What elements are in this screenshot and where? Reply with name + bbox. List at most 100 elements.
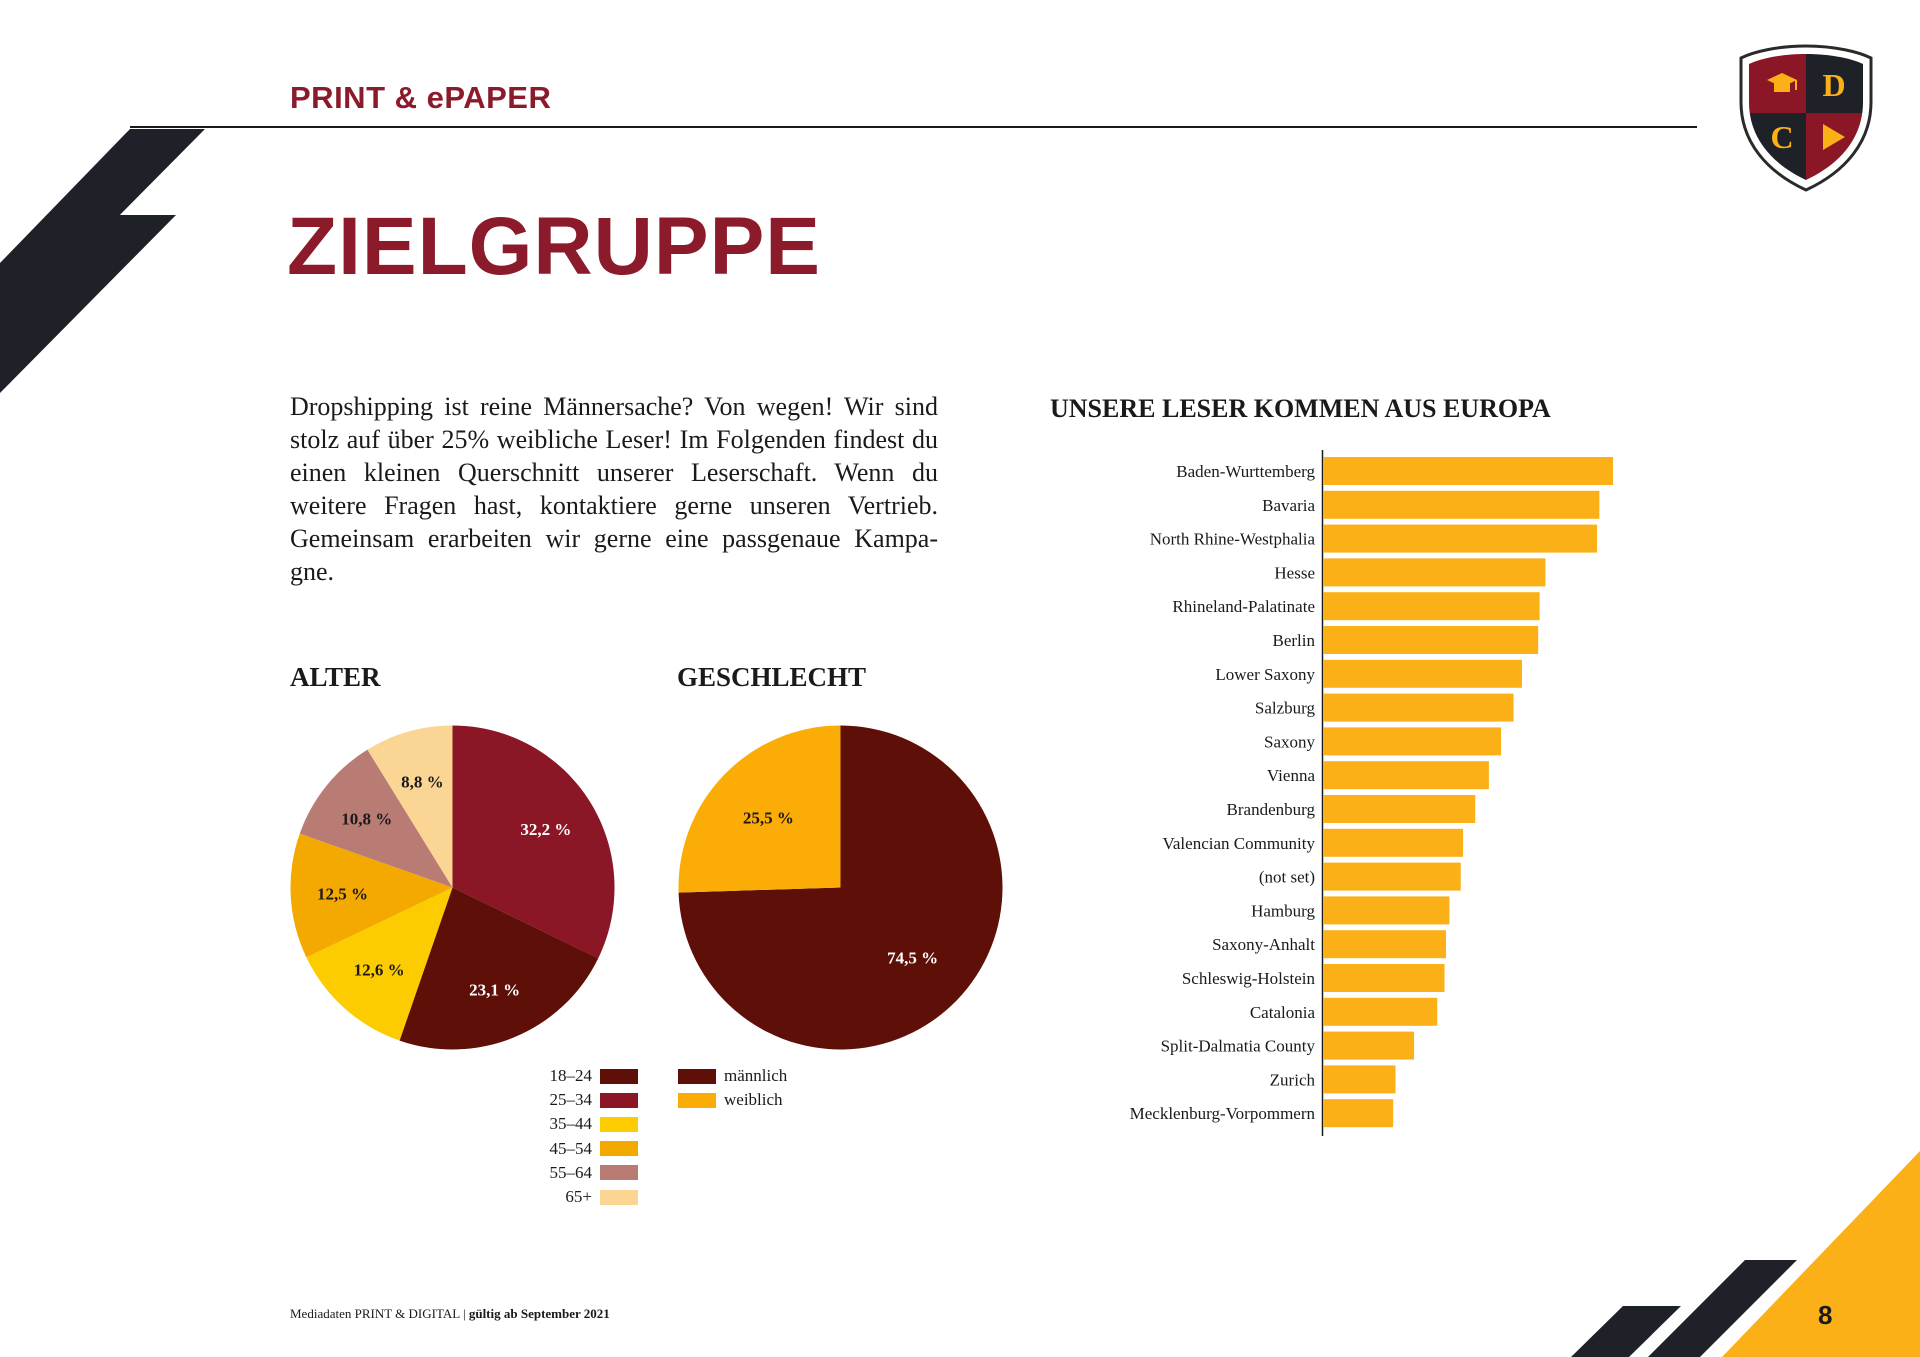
age-legend-item: 35–44 bbox=[520, 1114, 638, 1134]
region-bar-label: Saxony-Anhalt bbox=[1212, 935, 1315, 954]
age-pie-chart: 32,2 % 23,1 % 12,6 % 12,5 % 10,8 % 8,8 % bbox=[290, 725, 615, 1050]
region-bar bbox=[1323, 693, 1514, 722]
region-bar bbox=[1323, 524, 1598, 553]
region-bar bbox=[1323, 490, 1600, 519]
gender-pie-value-label: 25,5 % bbox=[743, 809, 794, 828]
decorative-stripes-top-left bbox=[0, 129, 205, 393]
footer-validity: gültig ab September 2021 bbox=[468, 1306, 610, 1321]
gender-pie-chart: 74,5 % 25,5 % bbox=[678, 725, 1003, 1050]
age-legend-swatch bbox=[600, 1141, 638, 1157]
region-bar bbox=[1323, 1099, 1394, 1128]
region-bar-label: Catalonia bbox=[1250, 1003, 1316, 1022]
footer: Mediadaten PRINT & DIGITAL | gültig ab S… bbox=[290, 1306, 610, 1322]
region-bar bbox=[1323, 1031, 1415, 1060]
intro-paragraph: Dropshipping ist reine Männersache? Von … bbox=[290, 392, 938, 586]
region-bar-chart: Baden-Wurttemberg Bavaria North Rhine-West… bbox=[1130, 450, 1613, 1136]
section-label: PRINT & ePAPER bbox=[290, 80, 552, 115]
region-bar bbox=[1323, 457, 1613, 485]
region-chart-title: UNSERE LESER KOMMEN AUS EUROPA bbox=[1050, 394, 1551, 423]
age-chart-title: ALTER bbox=[290, 662, 381, 692]
age-pie-slice bbox=[306, 887, 453, 1041]
region-bar-label: Schleswig-Holstein bbox=[1182, 969, 1316, 988]
gender-legend-label: männlich bbox=[724, 1066, 788, 1085]
region-bar-label: Berlin bbox=[1273, 631, 1316, 650]
age-pie-value-label: 32,2 % bbox=[520, 820, 571, 839]
age-legend-swatch bbox=[600, 1068, 638, 1084]
age-legend-label: 35–44 bbox=[549, 1114, 593, 1134]
gender-pie-slice bbox=[678, 725, 841, 893]
region-bar bbox=[1323, 828, 1464, 857]
age-pie-slice bbox=[367, 725, 453, 888]
region-bar bbox=[1323, 659, 1522, 688]
age-legend-label: 65+ bbox=[565, 1187, 592, 1206]
age-pie-value-label: 10,8 % bbox=[341, 809, 392, 828]
region-bar bbox=[1323, 558, 1546, 587]
play-icon bbox=[1823, 124, 1845, 150]
age-pie-slice bbox=[290, 833, 453, 958]
decorative-corner-bottom-right bbox=[1571, 1151, 1920, 1357]
graduation-cap-icon bbox=[1767, 73, 1797, 92]
gender-legend-swatch bbox=[678, 1092, 716, 1108]
page-title: ZIELGRUPPE bbox=[287, 201, 821, 292]
age-legend-swatch bbox=[600, 1092, 638, 1108]
region-bar bbox=[1323, 964, 1445, 992]
region-bar bbox=[1323, 896, 1450, 925]
region-bar-label: Split-Dalmatia County bbox=[1161, 1037, 1316, 1056]
region-bar-label: Saxony bbox=[1264, 732, 1316, 751]
region-bar bbox=[1323, 761, 1489, 790]
region-bar-label: Zurich bbox=[1270, 1070, 1316, 1089]
region-bar-label: Valencian Community bbox=[1162, 834, 1315, 853]
gender-legend-item: männlich bbox=[678, 1066, 787, 1086]
age-legend-label: 55–64 bbox=[549, 1162, 593, 1182]
region-bar-label: North Rhine-Westphalia bbox=[1150, 530, 1316, 549]
age-legend-label: 45–54 bbox=[549, 1138, 593, 1158]
age-legend-label: 25–34 bbox=[549, 1090, 593, 1110]
gender-pie-value-label: 74,5 % bbox=[887, 948, 938, 967]
age-pie-value-label: 8,8 % bbox=[401, 773, 444, 792]
age-legend-label: 18–24 bbox=[549, 1066, 593, 1085]
age-pie-value-label: 23,1 % bbox=[469, 980, 520, 999]
region-bar bbox=[1323, 997, 1438, 1026]
region-bar-label: Lower Saxony bbox=[1215, 665, 1315, 684]
region-bar bbox=[1323, 795, 1476, 823]
region-bar-label: Baden-Wurttemberg bbox=[1176, 462, 1315, 481]
age-legend-item: 45–54 bbox=[520, 1139, 638, 1159]
age-legend-item: 55–64 bbox=[520, 1163, 638, 1183]
gender-legend-item: weiblich bbox=[678, 1090, 783, 1110]
age-legend-item: 18–24 bbox=[520, 1066, 638, 1086]
region-bar bbox=[1323, 930, 1446, 959]
age-pie-slice bbox=[299, 749, 453, 888]
logo-letter-c: C bbox=[1770, 119, 1793, 155]
age-legend-item: 25–34 bbox=[520, 1090, 638, 1110]
age-pie-value-label: 12,5 % bbox=[317, 884, 368, 903]
region-bar bbox=[1323, 592, 1540, 621]
header-divider bbox=[130, 126, 1697, 128]
region-bar-label: Bavaria bbox=[1262, 496, 1315, 515]
region-bar bbox=[1323, 862, 1461, 891]
gender-legend-swatch bbox=[678, 1068, 716, 1084]
region-bar-label: Salzburg bbox=[1255, 699, 1316, 718]
age-pie-value-label: 12,6 % bbox=[354, 961, 405, 980]
footer-text: Mediadaten PRINT & DIGITAL | bbox=[290, 1306, 469, 1321]
region-bar-label: (not set) bbox=[1259, 868, 1315, 887]
age-legend-swatch bbox=[600, 1189, 638, 1205]
region-bar-label: Brandenburg bbox=[1227, 800, 1316, 819]
logo-letter-d: D bbox=[1822, 67, 1845, 103]
brand-logo: D C bbox=[1739, 44, 1873, 192]
region-bar-label: Hamburg bbox=[1251, 901, 1315, 920]
region-bar-label: Rhineland-Palatinate bbox=[1172, 597, 1315, 616]
region-bar bbox=[1323, 1065, 1396, 1094]
gender-pie-slice bbox=[678, 725, 1003, 1050]
age-legend-swatch bbox=[600, 1116, 638, 1132]
age-legend-swatch bbox=[600, 1165, 638, 1181]
region-bar bbox=[1323, 626, 1539, 654]
age-pie-slice bbox=[452, 725, 615, 959]
region-bar bbox=[1323, 727, 1502, 756]
gender-legend-label: weiblich bbox=[724, 1090, 783, 1110]
age-legend-item: 65+ bbox=[520, 1187, 638, 1207]
region-bar-label: Vienna bbox=[1267, 766, 1316, 785]
page-number: 8 bbox=[1818, 1300, 1833, 1330]
gender-chart-title: GESCHLECHT bbox=[677, 662, 867, 692]
region-bar-label: Mecklenburg-Vorpommern bbox=[1130, 1104, 1316, 1123]
age-pie-slice bbox=[399, 887, 599, 1050]
